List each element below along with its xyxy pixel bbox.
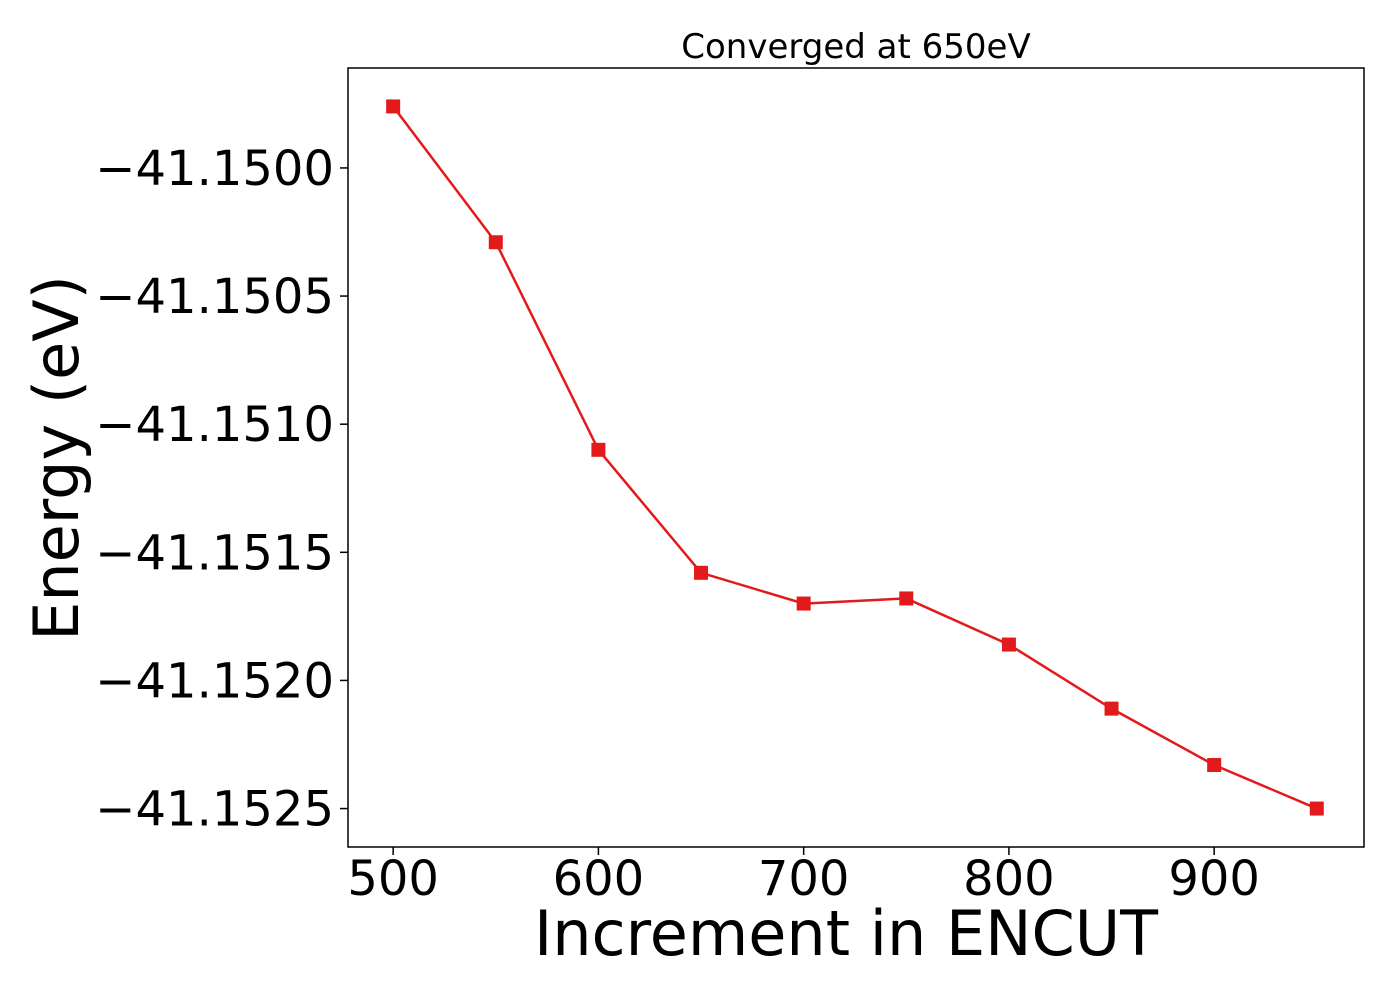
x-axis-ticks: 500 600 700 800 900 (347, 847, 1260, 907)
x-tick-label: 900 (1168, 851, 1260, 907)
data-point-marker (1207, 758, 1222, 772)
y-axis-title: Energy (eV) (20, 275, 93, 641)
y-tick-label: −41.1515 (95, 525, 334, 581)
y-tick-label: −41.1510 (95, 397, 334, 453)
y-tick-label: −41.1520 (95, 653, 334, 709)
plot-area (347, 67, 1365, 848)
chart-title: Converged at 650eV (681, 27, 1030, 67)
data-point-marker (1104, 701, 1119, 716)
y-tick-label: −41.1505 (95, 269, 334, 325)
series-layer (386, 99, 1324, 816)
y-tick-label: −41.1525 (95, 782, 334, 838)
data-point-marker (694, 565, 709, 580)
data-point-marker (1309, 801, 1324, 816)
y-tick-label: −41.1500 (95, 141, 334, 197)
x-axis-title: Increment in ENCUT (534, 897, 1159, 970)
data-point-marker (591, 442, 606, 457)
series-line (392, 105, 1318, 810)
x-tick-label: 600 (553, 851, 645, 907)
x-tick-label: 500 (347, 851, 439, 907)
x-tick-label: 800 (963, 851, 1055, 907)
data-point-marker (1001, 637, 1016, 652)
data-point-marker (796, 596, 811, 611)
data-point-marker (488, 235, 503, 250)
data-point-marker (386, 99, 401, 114)
y-axis-ticks: −41.1500 −41.1505 −41.1510 −41.1515 −41.1520… (95, 141, 348, 838)
data-point-marker (899, 591, 914, 606)
x-tick-label: 700 (758, 851, 850, 907)
